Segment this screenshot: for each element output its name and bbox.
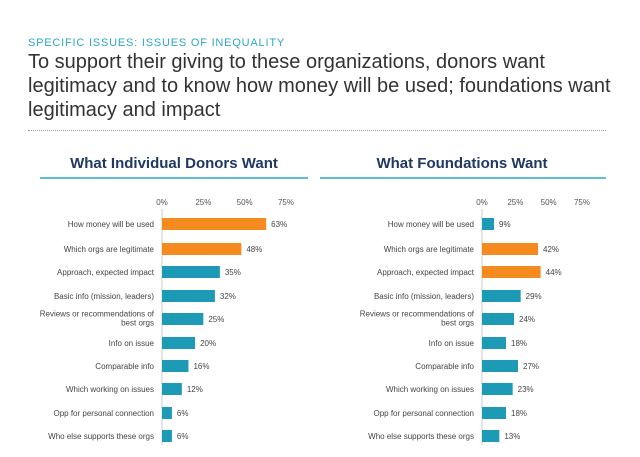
data-label: 25% <box>208 315 224 324</box>
x-tick-label: 75% <box>278 198 294 207</box>
data-label: 6% <box>177 409 189 418</box>
data-label: 24% <box>519 315 535 324</box>
bar <box>162 243 242 255</box>
data-label: 63% <box>271 220 287 229</box>
x-tick-label: 0% <box>156 198 168 207</box>
category-label: Which orgs are legitimate <box>384 245 475 254</box>
category-label: Reviews or recommendations of best orgs <box>40 310 155 328</box>
x-tick-label: 50% <box>237 198 253 207</box>
x-tick-label: 0% <box>476 198 488 207</box>
bar <box>482 383 513 395</box>
bar <box>482 337 506 349</box>
data-label: 42% <box>543 245 559 254</box>
data-label: 32% <box>220 292 236 301</box>
data-label: 48% <box>246 245 262 254</box>
category-label: Who else supports these orgs <box>48 432 154 441</box>
headline-divider <box>28 130 606 131</box>
x-tick-label: 25% <box>507 198 523 207</box>
x-tick-label: 25% <box>195 198 211 207</box>
category-label: Which orgs are legitimate <box>64 245 155 254</box>
bar <box>162 430 172 442</box>
data-label: 9% <box>499 220 511 229</box>
data-label: 44% <box>546 268 562 277</box>
category-label: Basic info (mission, leaders) <box>54 292 154 301</box>
category-label: Approach, expected impact <box>377 268 475 277</box>
slide-headline: To support their giving to these organiz… <box>28 51 611 121</box>
data-label: 12% <box>187 385 203 394</box>
data-label: 29% <box>526 292 542 301</box>
data-label: 18% <box>511 339 527 348</box>
data-label: 35% <box>225 268 241 277</box>
category-label: Comparable info <box>95 362 154 371</box>
bar <box>162 218 267 230</box>
bar <box>482 218 494 230</box>
category-label: Info on issue <box>109 339 155 348</box>
category-label: Info on issue <box>429 339 475 348</box>
data-label: 16% <box>193 362 209 371</box>
data-label: 6% <box>177 432 189 441</box>
category-label: Basic info (mission, leaders) <box>374 292 474 301</box>
bar <box>162 313 204 325</box>
category-label: Opp for personal connection <box>373 409 474 418</box>
bar <box>162 383 182 395</box>
category-label: Which working on issues <box>66 385 154 394</box>
x-tick-label: 75% <box>574 198 590 207</box>
bar <box>482 313 514 325</box>
data-label: 13% <box>504 432 520 441</box>
bar <box>162 407 172 419</box>
data-label: 23% <box>518 385 534 394</box>
bar <box>162 290 215 302</box>
bar <box>162 266 220 278</box>
chart-title: What Individual Donors Want <box>70 155 278 172</box>
bar <box>482 360 518 372</box>
section-kicker: SPECIFIC ISSUES: ISSUES OF INEQUALITY <box>28 37 285 49</box>
bar <box>162 360 189 372</box>
bar <box>162 337 196 349</box>
category-label: How money will be used <box>388 220 474 229</box>
x-tick-label: 50% <box>541 198 557 207</box>
category-label: Approach, expected impact <box>57 268 155 277</box>
category-label: Comparable info <box>415 362 474 371</box>
data-label: 18% <box>511 409 527 418</box>
category-label: Opp for personal connection <box>53 409 154 418</box>
category-label: Who else supports these orgs <box>368 432 474 441</box>
bar <box>482 430 500 442</box>
bar <box>482 407 506 419</box>
data-label: 27% <box>523 362 539 371</box>
data-label: 20% <box>200 339 216 348</box>
chart-title: What Foundations Want <box>376 155 547 172</box>
category-label: Reviews or recommendations of best orgs <box>360 310 475 328</box>
bar <box>482 290 521 302</box>
category-label: Which working on issues <box>386 385 474 394</box>
category-label: How money will be used <box>68 220 154 229</box>
bar <box>482 266 541 278</box>
bar <box>482 243 538 255</box>
